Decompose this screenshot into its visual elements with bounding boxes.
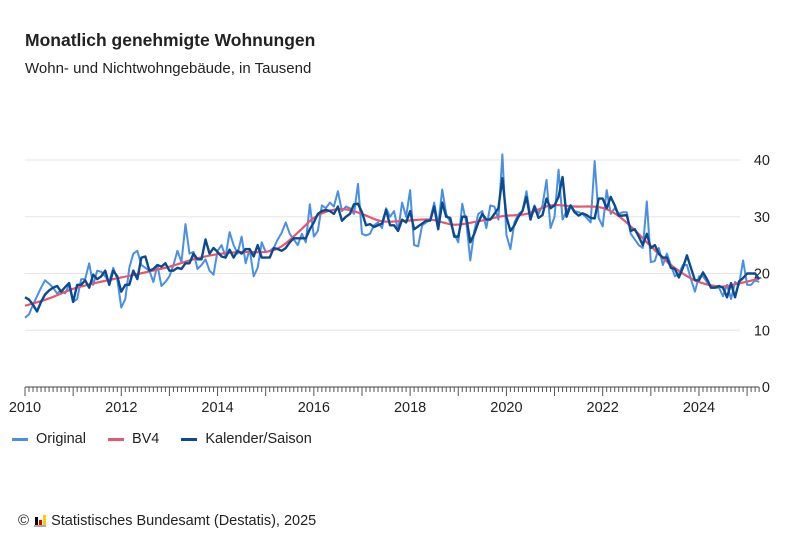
legend: Original BV4 Kalender/Saison (12, 431, 312, 447)
chart-subtitle: Wohn- und Nichtwohngebäude, in Tausend (25, 60, 312, 77)
chart-title: Monatlich genehmigte Wohnungen (25, 30, 316, 50)
x-tick-label: 2010 (9, 400, 41, 416)
x-tick-label: 2014 (201, 400, 233, 416)
legend-item-kalender-saison[interactable]: Kalender/Saison (181, 431, 312, 447)
legend-item-original[interactable]: Original (12, 431, 86, 447)
copyright-icon: © (18, 512, 30, 529)
legend-swatch (12, 437, 28, 441)
series-line-original (24, 153, 760, 319)
source-text: Statistisches Bundesamt (Destatis), 2025 (51, 512, 317, 529)
x-tick-label: 2012 (105, 400, 137, 416)
x-tick-label: 2020 (490, 400, 522, 416)
legend-label: BV4 (131, 431, 160, 447)
y-tick-label: 40 (754, 153, 770, 169)
x-tick-label: 2016 (298, 400, 330, 416)
source-footer: © Statistisches Bundesamt (Destatis), 20… (18, 512, 316, 529)
legend-swatch (181, 437, 198, 441)
x-tick-label: 2024 (683, 400, 715, 416)
legend-label: Original (36, 431, 86, 447)
destatis-logo-icon (34, 514, 47, 527)
x-tick-label: 2018 (394, 400, 426, 416)
y-tick-label: 0 (762, 380, 770, 396)
y-tick-label: 10 (754, 323, 770, 339)
legend-item-bv4[interactable]: BV4 (107, 431, 160, 447)
legend-label: Kalender/Saison (205, 431, 312, 447)
series-line-kalender-saison (24, 175, 761, 313)
y-tick-label: 30 (754, 210, 770, 226)
legend-swatch (107, 437, 124, 441)
x-tick-label: 2022 (587, 400, 619, 416)
